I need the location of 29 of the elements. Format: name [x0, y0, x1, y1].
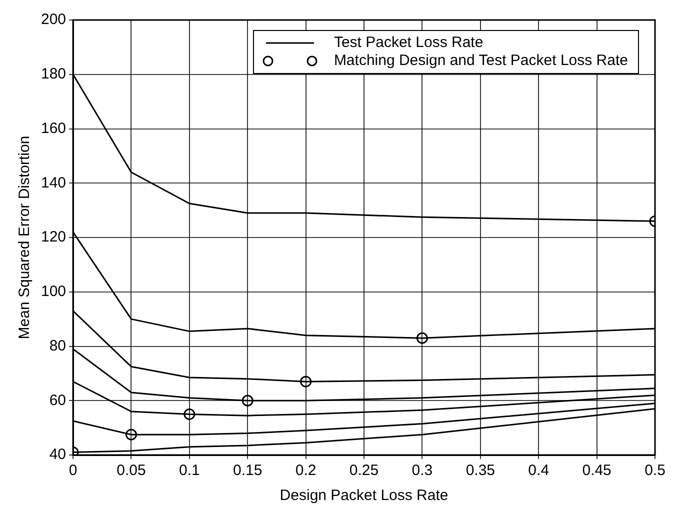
point [184, 408, 196, 420]
x-tick-label: 0.15 [233, 462, 262, 480]
point [242, 394, 254, 406]
y-tick-label: 180 [40, 66, 66, 83]
point [300, 376, 312, 388]
x-tick-label: 0.35 [466, 462, 496, 480]
x-tick-label: 0.45 [582, 462, 612, 480]
y-tick-label: 200 [40, 11, 66, 28]
y-axis-title: Mean Squared Error Distortion [16, 136, 34, 340]
y-tick-label: 120 [40, 228, 66, 246]
y-tick-label: 80 [49, 337, 66, 354]
y-tick-label: 40 [49, 446, 66, 464]
x-tick-label: 0.3 [412, 462, 433, 480]
x-tick-label: 0.25 [349, 462, 379, 480]
x-tick-label: 0.05 [116, 462, 146, 480]
y-tick-label: 100 [40, 283, 66, 300]
x-tick-label: 0 [68, 462, 78, 480]
y-tick-label: 60 [49, 392, 66, 409]
x-tick-label: 0.5 [644, 462, 666, 480]
x-tick-label: 0.2 [295, 462, 316, 480]
legend-label: Test Packet Loss Rate [334, 34, 484, 52]
x-axis-title: Design Packet Loss Rate [280, 487, 448, 504]
point [416, 332, 428, 344]
x-tick-label: 0.4 [528, 462, 550, 480]
x-tick-label: 0.1 [178, 462, 200, 480]
y-tick-label: 160 [40, 120, 66, 137]
legend-label: Matching Design and Test Packet Loss Rate [334, 52, 628, 70]
point [125, 428, 137, 440]
y-tick-label: 140 [40, 174, 66, 192]
